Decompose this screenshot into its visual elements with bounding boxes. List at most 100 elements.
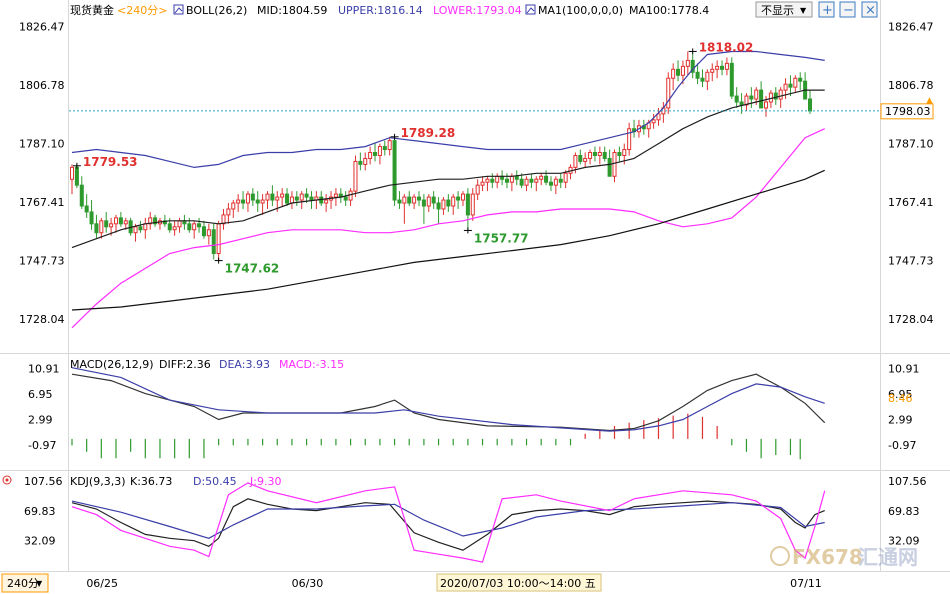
close-button[interactable]: × bbox=[861, 1, 878, 18]
kdj-d: D:50.45 bbox=[193, 475, 237, 488]
candle-down bbox=[446, 199, 451, 207]
candle-down bbox=[504, 178, 509, 183]
candle-up bbox=[363, 157, 368, 165]
kdj-k: K:36.73 bbox=[130, 475, 172, 488]
candle-up bbox=[299, 193, 304, 201]
candle-up bbox=[588, 152, 593, 159]
zoom-out-button[interactable]: − bbox=[839, 1, 856, 18]
candle-down bbox=[373, 152, 378, 156]
candle-up bbox=[666, 77, 671, 109]
kdj-settings-icon[interactable] bbox=[2, 475, 12, 485]
candle-down bbox=[89, 211, 94, 225]
candle-up bbox=[441, 199, 446, 210]
hide-indicator-dropdown[interactable]: 不显示 ▼ bbox=[755, 1, 813, 18]
zoom-in-button[interactable]: + bbox=[818, 1, 835, 18]
candle-up bbox=[368, 152, 373, 159]
macd-current-value: 8.46 bbox=[888, 392, 913, 405]
candle-down bbox=[79, 184, 84, 207]
candle-down bbox=[343, 196, 348, 201]
candle-up bbox=[333, 193, 338, 198]
candle-up bbox=[221, 214, 226, 225]
price-tick-left: 1826.47 bbox=[19, 20, 65, 33]
macd-layer bbox=[71, 367, 826, 460]
price-tick-right: 1826.47 bbox=[888, 20, 934, 33]
macd-dea: DEA:3.93 bbox=[219, 358, 270, 371]
kdj-k-line bbox=[71, 498, 825, 551]
candle-up bbox=[524, 178, 529, 186]
candle-up bbox=[705, 71, 710, 82]
candle-up bbox=[475, 184, 480, 195]
kdj-tick-right: 69.83 bbox=[888, 505, 920, 518]
macd-tick-right: 10.91 bbox=[888, 362, 920, 375]
boll-checkbox-icon[interactable] bbox=[173, 4, 184, 15]
candle-up bbox=[245, 193, 250, 204]
candle-down bbox=[456, 196, 461, 201]
annotation-label: 1818.02 bbox=[699, 40, 754, 54]
candle-down bbox=[270, 193, 275, 201]
candle-up bbox=[685, 59, 690, 67]
candle-down bbox=[700, 77, 705, 82]
macd-tick-left: -0.97 bbox=[28, 439, 56, 452]
ma100-value: MA100:1778.4 bbox=[629, 4, 709, 17]
candle-down bbox=[431, 196, 436, 204]
candle-down bbox=[153, 217, 158, 225]
candle-up bbox=[172, 226, 177, 231]
candle-down bbox=[490, 178, 495, 183]
candle-down bbox=[602, 152, 607, 159]
macd-value: MACD:-3.15 bbox=[279, 358, 344, 371]
candle-down bbox=[255, 199, 260, 204]
candle-up bbox=[280, 193, 285, 198]
candle-down bbox=[436, 202, 441, 210]
candle-down bbox=[84, 205, 89, 213]
candle-down bbox=[544, 175, 549, 183]
candle-down bbox=[118, 217, 123, 225]
candle-up bbox=[539, 175, 544, 180]
candle-down bbox=[578, 154, 583, 162]
hover-time-tooltip: 2020/07/03 10:00～14:00 五 bbox=[440, 577, 596, 590]
candle-up bbox=[724, 62, 729, 70]
candle-up bbox=[275, 196, 280, 201]
period-selector-label: 240分 bbox=[7, 577, 39, 590]
candle-down bbox=[104, 220, 109, 228]
candle-up bbox=[402, 196, 407, 204]
candle-down bbox=[285, 193, 290, 204]
candle-down bbox=[397, 199, 402, 204]
candle-up bbox=[495, 175, 500, 183]
candle-up bbox=[123, 220, 128, 225]
candle-up bbox=[451, 196, 456, 207]
candle-up bbox=[573, 154, 578, 168]
candle-up bbox=[348, 190, 353, 201]
candle-up bbox=[426, 196, 431, 207]
candle-up bbox=[192, 223, 197, 231]
macd-tick-left: 10.91 bbox=[28, 362, 60, 375]
macd-name: MACD(26,12,9) bbox=[70, 358, 154, 371]
candle-up bbox=[216, 223, 221, 255]
macd-diff-line bbox=[71, 373, 826, 432]
candle-up bbox=[597, 152, 602, 156]
candle-down bbox=[788, 83, 793, 88]
kdj-tick-left: 32.09 bbox=[24, 535, 56, 548]
price-tick-right: 1806.78 bbox=[888, 79, 934, 92]
kdj-j-line bbox=[71, 482, 826, 563]
candle-down bbox=[211, 229, 216, 255]
candle-up bbox=[622, 149, 627, 156]
watermark-brand: FX678 bbox=[792, 545, 863, 569]
candle-up bbox=[612, 152, 617, 177]
ma-checkbox-icon[interactable] bbox=[525, 4, 536, 15]
kdj-tick-right: 32.09 bbox=[888, 535, 920, 548]
kdj-ticks: 107.56 107.56 69.83 69.83 32.09 32.09 bbox=[24, 475, 927, 548]
fx678-watermark-logo: FX678 汇通网 bbox=[770, 545, 918, 569]
candle-up bbox=[671, 68, 676, 79]
candle-down bbox=[729, 62, 734, 97]
close-icon: × bbox=[865, 3, 876, 18]
boll-lower-line bbox=[71, 128, 825, 329]
macd-tick-right: -0.97 bbox=[888, 439, 916, 452]
candle-down bbox=[548, 181, 553, 186]
price-tick-right: 1767.41 bbox=[888, 196, 934, 209]
candle-up bbox=[99, 220, 104, 234]
macd-tick-right: 6.95 bbox=[888, 388, 913, 401]
boll-mid: MID:1804.59 bbox=[257, 4, 327, 17]
candle-up bbox=[324, 199, 329, 204]
candle-up bbox=[783, 83, 788, 91]
period-selector[interactable]: 240分 ▼ bbox=[1, 573, 49, 593]
